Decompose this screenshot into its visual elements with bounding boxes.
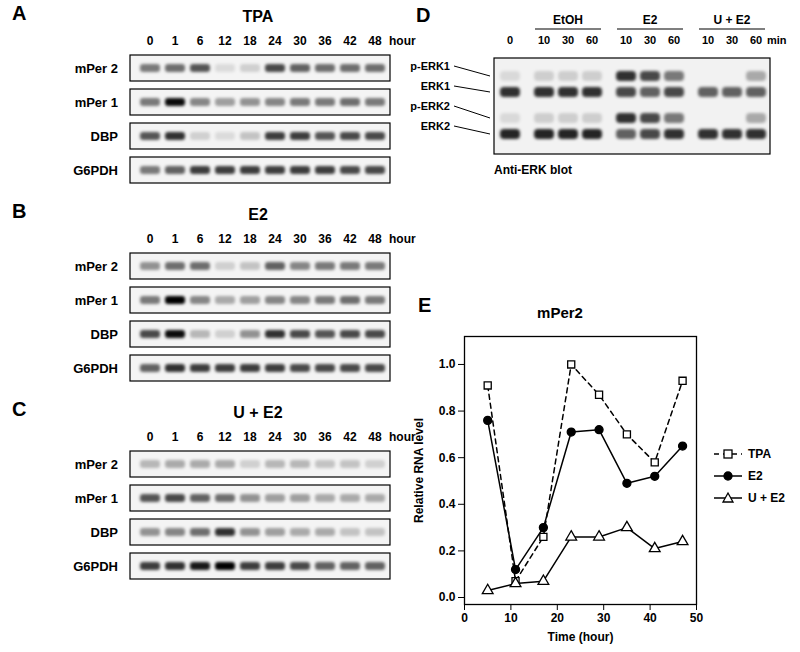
svg-text:24: 24 bbox=[268, 34, 282, 48]
svg-text:1: 1 bbox=[172, 34, 179, 48]
svg-text:0: 0 bbox=[507, 34, 513, 46]
svg-text:Relative RNA level: Relative RNA level bbox=[412, 418, 426, 523]
svg-text:mPer 1: mPer 1 bbox=[75, 491, 118, 506]
svg-text:hour: hour bbox=[389, 430, 416, 444]
svg-text:30: 30 bbox=[597, 611, 611, 625]
svg-text:0.2: 0.2 bbox=[439, 544, 456, 558]
svg-text:E2: E2 bbox=[248, 206, 268, 223]
svg-text:48: 48 bbox=[368, 232, 382, 246]
svg-text:mPer 2: mPer 2 bbox=[75, 457, 118, 472]
svg-text:ERK2: ERK2 bbox=[421, 120, 450, 132]
svg-text:E: E bbox=[418, 294, 431, 316]
svg-text:U + E2: U + E2 bbox=[748, 491, 785, 505]
svg-text:60: 60 bbox=[750, 34, 762, 46]
svg-text:G6PDH: G6PDH bbox=[73, 559, 118, 574]
svg-text:p-ERK1: p-ERK1 bbox=[410, 60, 450, 72]
svg-text:0.8: 0.8 bbox=[439, 404, 456, 418]
svg-text:18: 18 bbox=[243, 430, 257, 444]
svg-text:1.0: 1.0 bbox=[439, 357, 456, 371]
svg-text:TPA: TPA bbox=[748, 447, 771, 461]
svg-text:30: 30 bbox=[562, 34, 574, 46]
svg-text:p-ERK2: p-ERK2 bbox=[410, 100, 450, 112]
svg-text:hour: hour bbox=[389, 34, 416, 48]
svg-text:12: 12 bbox=[218, 430, 232, 444]
svg-text:12: 12 bbox=[218, 232, 232, 246]
svg-text:0.6: 0.6 bbox=[439, 451, 456, 465]
svg-text:6: 6 bbox=[197, 34, 204, 48]
svg-text:B: B bbox=[12, 200, 26, 222]
svg-text:6: 6 bbox=[197, 430, 204, 444]
svg-text:30: 30 bbox=[293, 232, 307, 246]
svg-text:hour: hour bbox=[389, 232, 416, 246]
svg-text:U + E2: U + E2 bbox=[713, 13, 750, 27]
svg-text:G6PDH: G6PDH bbox=[73, 361, 118, 376]
svg-text:12: 12 bbox=[218, 34, 232, 48]
svg-text:60: 60 bbox=[586, 34, 598, 46]
svg-text:24: 24 bbox=[268, 232, 282, 246]
svg-text:0: 0 bbox=[147, 34, 154, 48]
svg-text:DBP: DBP bbox=[91, 525, 119, 540]
svg-text:0.4: 0.4 bbox=[439, 497, 456, 511]
svg-text:Time (hour): Time (hour) bbox=[548, 630, 614, 644]
svg-text:E2: E2 bbox=[643, 13, 658, 27]
svg-text:mPer 2: mPer 2 bbox=[75, 259, 118, 274]
svg-text:36: 36 bbox=[318, 34, 332, 48]
svg-text:18: 18 bbox=[243, 232, 257, 246]
svg-text:30: 30 bbox=[726, 34, 738, 46]
svg-text:ERK1: ERK1 bbox=[421, 80, 450, 92]
svg-text:20: 20 bbox=[551, 611, 565, 625]
svg-text:0: 0 bbox=[147, 430, 154, 444]
svg-text:D: D bbox=[416, 4, 430, 26]
svg-text:0: 0 bbox=[147, 232, 154, 246]
svg-text:E2: E2 bbox=[748, 469, 763, 483]
svg-text:A: A bbox=[12, 2, 26, 24]
svg-text:DBP: DBP bbox=[91, 327, 119, 342]
svg-text:42: 42 bbox=[343, 430, 357, 444]
svg-text:mPer 1: mPer 1 bbox=[75, 293, 118, 308]
svg-text:U + E2: U + E2 bbox=[233, 404, 282, 421]
svg-text:min: min bbox=[767, 34, 787, 46]
svg-text:C: C bbox=[12, 398, 26, 420]
svg-text:DBP: DBP bbox=[91, 129, 119, 144]
svg-text:mPer 1: mPer 1 bbox=[75, 95, 118, 110]
svg-text:10: 10 bbox=[504, 611, 518, 625]
svg-text:10: 10 bbox=[620, 34, 632, 46]
svg-text:6: 6 bbox=[197, 232, 204, 246]
svg-text:42: 42 bbox=[343, 232, 357, 246]
svg-text:30: 30 bbox=[293, 430, 307, 444]
svg-text:TPA: TPA bbox=[243, 8, 274, 25]
svg-text:48: 48 bbox=[368, 430, 382, 444]
svg-text:24: 24 bbox=[268, 430, 282, 444]
svg-text:10: 10 bbox=[538, 34, 550, 46]
svg-text:48: 48 bbox=[368, 34, 382, 48]
svg-text:EtOH: EtOH bbox=[553, 13, 583, 27]
svg-text:0: 0 bbox=[461, 611, 468, 625]
svg-text:50: 50 bbox=[690, 611, 704, 625]
svg-text:mPer2: mPer2 bbox=[537, 304, 583, 321]
svg-text:42: 42 bbox=[343, 34, 357, 48]
svg-text:0.0: 0.0 bbox=[439, 590, 456, 604]
svg-text:10: 10 bbox=[702, 34, 714, 46]
svg-text:Anti-ERK blot: Anti-ERK blot bbox=[494, 163, 572, 177]
svg-text:40: 40 bbox=[643, 611, 657, 625]
svg-text:30: 30 bbox=[293, 34, 307, 48]
svg-text:1: 1 bbox=[172, 430, 179, 444]
svg-text:18: 18 bbox=[243, 34, 257, 48]
svg-text:30: 30 bbox=[644, 34, 656, 46]
svg-text:1: 1 bbox=[172, 232, 179, 246]
svg-text:G6PDH: G6PDH bbox=[73, 163, 118, 178]
svg-text:mPer 2: mPer 2 bbox=[75, 61, 118, 76]
svg-text:36: 36 bbox=[318, 232, 332, 246]
svg-text:60: 60 bbox=[668, 34, 680, 46]
svg-text:36: 36 bbox=[318, 430, 332, 444]
